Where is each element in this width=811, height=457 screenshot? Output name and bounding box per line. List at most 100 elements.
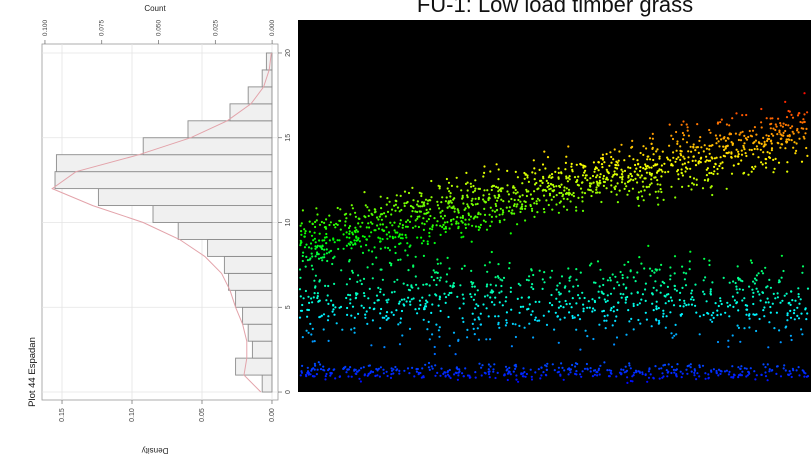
point-cloud-dot: [692, 177, 696, 180]
point-cloud-dot: [770, 122, 773, 125]
point-cloud-dot: [471, 197, 474, 200]
point-cloud-dot: [313, 362, 316, 365]
point-cloud-dot: [300, 309, 304, 312]
point-cloud-dot: [483, 371, 486, 374]
point-cloud-dot: [305, 329, 308, 332]
point-cloud-dot: [587, 188, 590, 191]
point-cloud-dot: [647, 370, 651, 373]
point-cloud-dot: [627, 176, 630, 179]
point-cloud-dot: [579, 373, 582, 376]
point-cloud-dot: [596, 183, 599, 186]
point-cloud-dot: [393, 290, 396, 293]
point-cloud-dot: [652, 286, 655, 289]
point-cloud-dot: [436, 371, 439, 374]
point-cloud-dot: [644, 373, 647, 377]
point-cloud-dot: [603, 298, 606, 301]
point-cloud-dot: [738, 288, 741, 291]
point-cloud-dot: [619, 176, 622, 179]
point-cloud-dot: [666, 156, 669, 159]
point-cloud-dot: [506, 190, 509, 193]
point-cloud-dot: [524, 207, 527, 210]
point-cloud-dot: [498, 213, 501, 216]
point-cloud-dot: [375, 216, 379, 219]
point-cloud-dot: [456, 216, 459, 219]
point-cloud-dot: [766, 297, 769, 300]
point-cloud-dot: [743, 297, 746, 300]
point-cloud-dot: [425, 283, 428, 286]
point-cloud-dot: [380, 307, 383, 311]
point-cloud-dot: [596, 191, 599, 194]
point-cloud-dot: [731, 295, 735, 298]
point-cloud-dot: [486, 283, 489, 286]
point-cloud-dot: [405, 300, 408, 303]
point-cloud-dot: [436, 271, 439, 274]
point-cloud-dot: [366, 322, 369, 325]
point-cloud-dot: [314, 274, 317, 277]
point-cloud-dot: [775, 125, 778, 128]
point-cloud-dot: [457, 222, 460, 225]
point-cloud-dot: [321, 259, 324, 262]
point-cloud-dot: [796, 127, 799, 131]
point-cloud-dot: [533, 183, 537, 186]
point-cloud-dot: [602, 283, 605, 287]
point-cloud-dot: [660, 190, 663, 194]
point-cloud-dot: [519, 210, 522, 214]
point-cloud-dot: [658, 268, 661, 271]
point-cloud-dot: [572, 285, 575, 288]
point-cloud-dot: [319, 315, 322, 318]
point-cloud-dot: [530, 269, 533, 272]
point-cloud-dot: [627, 166, 630, 169]
point-cloud-dot: [390, 291, 394, 294]
point-cloud-dot: [417, 287, 420, 290]
point-cloud-dot: [427, 366, 430, 369]
point-cloud-dot: [624, 365, 627, 368]
point-cloud-dot: [542, 194, 546, 197]
point-cloud-dot: [353, 316, 356, 319]
point-cloud-dot: [789, 309, 792, 312]
point-cloud-dot: [359, 380, 362, 383]
point-cloud-dot: [406, 225, 409, 228]
point-cloud-dot: [774, 123, 777, 126]
point-cloud-dot: [497, 196, 500, 199]
point-cloud-dot: [532, 287, 535, 291]
point-cloud-dot: [387, 246, 390, 250]
point-cloud-dot: [461, 196, 464, 199]
point-cloud-dot: [518, 195, 521, 198]
point-cloud-dot: [702, 279, 705, 282]
point-cloud-dot: [713, 165, 716, 168]
point-cloud-dot: [801, 333, 804, 336]
point-cloud-dot: [467, 223, 470, 226]
point-cloud-dot: [645, 171, 649, 174]
point-cloud-dot: [800, 160, 804, 163]
point-cloud-dot: [655, 300, 658, 303]
point-cloud-dot: [586, 179, 589, 182]
point-cloud-dot: [474, 197, 477, 200]
point-cloud-dot: [403, 298, 406, 301]
point-cloud-dot: [646, 380, 649, 383]
point-cloud-dot: [495, 204, 498, 208]
point-cloud-dot: [380, 218, 383, 221]
point-cloud-dot: [457, 374, 460, 377]
point-cloud-dot: [762, 151, 765, 154]
point-cloud-dot: [544, 189, 547, 192]
bar: [142, 137, 273, 156]
point-cloud-dot: [748, 129, 751, 133]
point-cloud-dot: [620, 368, 623, 371]
point-cloud-dot: [535, 181, 538, 185]
point-cloud-dot: [778, 279, 781, 282]
point-cloud-dot: [540, 366, 543, 369]
point-cloud-dot: [628, 155, 631, 158]
point-cloud-dot: [667, 158, 670, 161]
point-cloud-dot: [669, 296, 673, 299]
point-cloud-dot: [805, 318, 808, 321]
point-cloud-dot: [686, 372, 689, 375]
point-cloud-dot: [485, 338, 488, 341]
point-cloud-dot: [473, 189, 476, 192]
point-cloud-dot: [444, 296, 448, 299]
point-cloud-dot: [371, 319, 374, 322]
point-cloud-dot: [785, 138, 788, 141]
point-cloud-dot: [439, 276, 442, 279]
point-cloud-dot: [542, 175, 545, 178]
point-cloud-dot: [449, 192, 452, 195]
point-cloud-dot: [582, 307, 585, 310]
